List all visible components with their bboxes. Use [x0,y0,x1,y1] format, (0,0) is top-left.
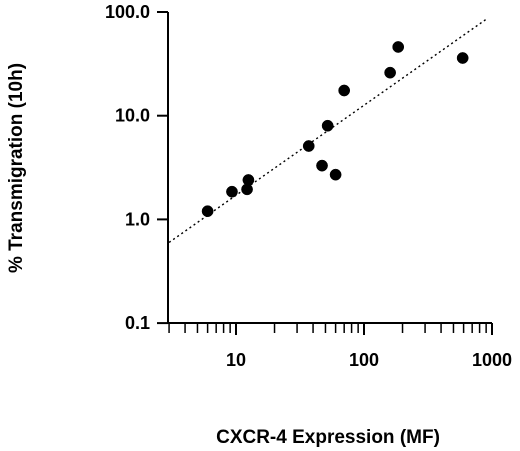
data-point [201,205,214,218]
y-tick-label: 1.0 [125,209,150,229]
y-tick-label: 0.1 [125,313,150,333]
data-point [242,174,255,186]
data-point [338,84,351,97]
data-point [226,185,238,198]
axes [167,12,492,324]
x-tick-label: 10 [226,350,246,370]
x-tick-label: 100 [349,350,379,370]
minor-ticks [168,323,487,333]
x-axis-title: CXCR-4 Expression (MF) [216,427,440,448]
data-point [321,119,334,132]
data-points [201,41,469,218]
data-point [302,140,315,152]
data-point [384,66,396,79]
y-tick-label: 10.0 [115,106,150,126]
data-point [316,159,328,172]
major-ticks [157,11,493,335]
y-tick-label: 100.0 [105,2,150,22]
tick-labels: 0.1 1.0 10.0 100.0 10 100 1000 [105,2,512,370]
data-point [392,41,405,53]
data-point [329,168,342,181]
x-tick-label: 1000 [472,350,512,370]
data-point [456,52,469,64]
y-axis-title: % Transmigration (10h) [6,63,27,273]
